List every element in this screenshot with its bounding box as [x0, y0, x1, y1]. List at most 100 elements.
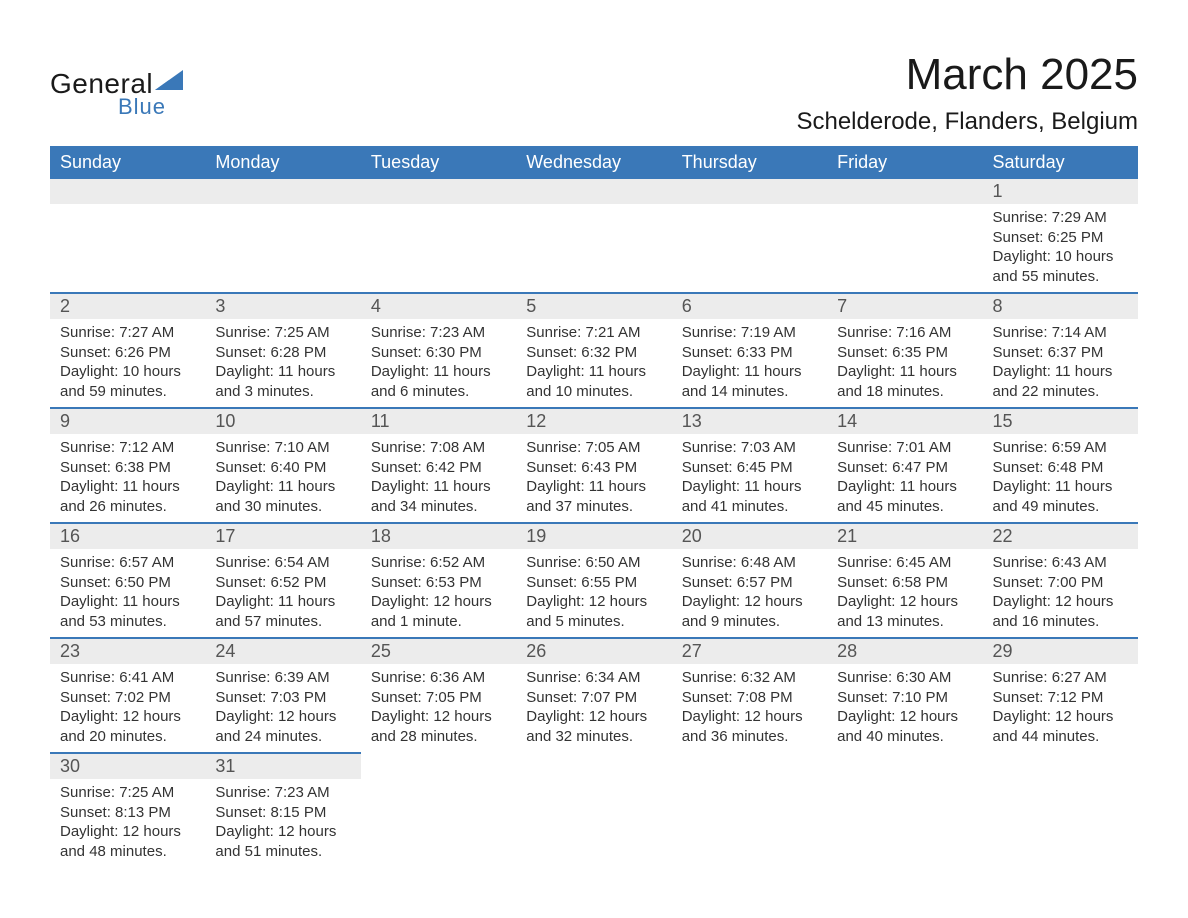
- daylight-line-1: Daylight: 12 hours: [60, 822, 195, 842]
- daylight-line-1: Daylight: 11 hours: [526, 477, 661, 497]
- weekday-header: Sunday: [50, 146, 205, 179]
- day-detail-text: Sunrise: 6:30 AMSunset: 7:10 PMDaylight:…: [827, 664, 982, 752]
- day-detail-cell: Sunrise: 7:25 AMSunset: 6:28 PMDaylight:…: [205, 319, 360, 408]
- day-number-cell: 13: [672, 408, 827, 434]
- day-number: 12: [516, 409, 671, 434]
- sunset-line: Sunset: 6:37 PM: [993, 343, 1128, 363]
- day-detail-text: Sunrise: 7:01 AMSunset: 6:47 PMDaylight:…: [827, 434, 982, 522]
- day-detail-cell: Sunrise: 7:29 AMSunset: 6:25 PMDaylight:…: [983, 204, 1138, 293]
- sunset-line: Sunset: 6:43 PM: [526, 458, 661, 478]
- sunrise-line: Sunrise: 7:08 AM: [371, 438, 506, 458]
- day-number-cell: 17: [205, 523, 360, 549]
- sunrise-line: Sunrise: 7:25 AM: [60, 783, 195, 803]
- day-number-cell: 27: [672, 638, 827, 664]
- calendar-detail-row: Sunrise: 7:29 AMSunset: 6:25 PMDaylight:…: [50, 204, 1138, 293]
- day-detail-text: [361, 779, 516, 799]
- daylight-line-2: and 55 minutes.: [993, 267, 1128, 287]
- weekday-header: Thursday: [672, 146, 827, 179]
- sunrise-line: Sunrise: 7:12 AM: [60, 438, 195, 458]
- sunrise-line: Sunrise: 7:03 AM: [682, 438, 817, 458]
- day-number: [827, 753, 982, 778]
- sunrise-line: Sunrise: 6:36 AM: [371, 668, 506, 688]
- daylight-line-1: Daylight: 11 hours: [682, 362, 817, 382]
- day-number-cell: [827, 753, 982, 779]
- day-detail-text: [983, 779, 1138, 799]
- day-number: 10: [205, 409, 360, 434]
- day-number: 18: [361, 524, 516, 549]
- daylight-line-1: Daylight: 11 hours: [60, 592, 195, 612]
- sunset-line: Sunset: 6:57 PM: [682, 573, 817, 593]
- daylight-line-2: and 37 minutes.: [526, 497, 661, 517]
- day-number: 30: [50, 754, 205, 779]
- day-number: 2: [50, 294, 205, 319]
- sunrise-line: Sunrise: 7:29 AM: [993, 208, 1128, 228]
- calendar-detail-row: Sunrise: 6:41 AMSunset: 7:02 PMDaylight:…: [50, 664, 1138, 753]
- day-detail-cell: [50, 204, 205, 293]
- day-number: [516, 179, 671, 204]
- daylight-line-2: and 20 minutes.: [60, 727, 195, 747]
- daylight-line-1: Daylight: 12 hours: [215, 822, 350, 842]
- day-detail-cell: Sunrise: 7:21 AMSunset: 6:32 PMDaylight:…: [516, 319, 671, 408]
- day-number: [672, 179, 827, 204]
- daylight-line-2: and 41 minutes.: [682, 497, 817, 517]
- day-number-cell: 12: [516, 408, 671, 434]
- daylight-line-2: and 9 minutes.: [682, 612, 817, 632]
- day-number-cell: 3: [205, 293, 360, 319]
- sunrise-line: Sunrise: 6:45 AM: [837, 553, 972, 573]
- day-detail-cell: Sunrise: 6:50 AMSunset: 6:55 PMDaylight:…: [516, 549, 671, 638]
- daylight-line-1: Daylight: 10 hours: [60, 362, 195, 382]
- day-detail-text: [50, 204, 205, 224]
- day-number-cell: 18: [361, 523, 516, 549]
- sunset-line: Sunset: 6:30 PM: [371, 343, 506, 363]
- day-detail-cell: [361, 779, 516, 867]
- day-detail-cell: Sunrise: 7:19 AMSunset: 6:33 PMDaylight:…: [672, 319, 827, 408]
- day-detail-cell: Sunrise: 6:32 AMSunset: 7:08 PMDaylight:…: [672, 664, 827, 753]
- day-detail-text: [672, 204, 827, 224]
- day-detail-cell: Sunrise: 6:43 AMSunset: 7:00 PMDaylight:…: [983, 549, 1138, 638]
- daylight-line-1: Daylight: 11 hours: [837, 477, 972, 497]
- sunrise-line: Sunrise: 7:16 AM: [837, 323, 972, 343]
- day-number-cell: 31: [205, 753, 360, 779]
- day-detail-cell: [672, 779, 827, 867]
- day-number: [827, 179, 982, 204]
- day-number-cell: 4: [361, 293, 516, 319]
- day-number-cell: 21: [827, 523, 982, 549]
- day-detail-text: Sunrise: 6:43 AMSunset: 7:00 PMDaylight:…: [983, 549, 1138, 637]
- sunrise-line: Sunrise: 7:19 AM: [682, 323, 817, 343]
- daylight-line-2: and 3 minutes.: [215, 382, 350, 402]
- day-detail-cell: [827, 204, 982, 293]
- daylight-line-2: and 53 minutes.: [60, 612, 195, 632]
- day-number: 11: [361, 409, 516, 434]
- sunset-line: Sunset: 6:32 PM: [526, 343, 661, 363]
- sunrise-line: Sunrise: 6:34 AM: [526, 668, 661, 688]
- day-detail-cell: Sunrise: 6:45 AMSunset: 6:58 PMDaylight:…: [827, 549, 982, 638]
- day-detail-cell: Sunrise: 6:59 AMSunset: 6:48 PMDaylight:…: [983, 434, 1138, 523]
- day-detail-text: Sunrise: 7:03 AMSunset: 6:45 PMDaylight:…: [672, 434, 827, 522]
- weekday-header: Tuesday: [361, 146, 516, 179]
- day-number-cell: 11: [361, 408, 516, 434]
- daylight-line-2: and 48 minutes.: [60, 842, 195, 862]
- day-detail-text: Sunrise: 6:48 AMSunset: 6:57 PMDaylight:…: [672, 549, 827, 637]
- sunset-line: Sunset: 6:53 PM: [371, 573, 506, 593]
- daylight-line-1: Daylight: 12 hours: [993, 592, 1128, 612]
- sunset-line: Sunset: 6:35 PM: [837, 343, 972, 363]
- calendar-daynum-row: 2345678: [50, 293, 1138, 319]
- weekday-header: Monday: [205, 146, 360, 179]
- daylight-line-1: Daylight: 11 hours: [371, 477, 506, 497]
- sunset-line: Sunset: 7:00 PM: [993, 573, 1128, 593]
- daylight-line-2: and 44 minutes.: [993, 727, 1128, 747]
- day-detail-text: [827, 204, 982, 224]
- daylight-line-2: and 28 minutes.: [371, 727, 506, 747]
- day-number: 16: [50, 524, 205, 549]
- day-number-cell: 24: [205, 638, 360, 664]
- day-detail-cell: Sunrise: 7:03 AMSunset: 6:45 PMDaylight:…: [672, 434, 827, 523]
- day-detail-text: Sunrise: 6:34 AMSunset: 7:07 PMDaylight:…: [516, 664, 671, 752]
- day-detail-text: Sunrise: 6:50 AMSunset: 6:55 PMDaylight:…: [516, 549, 671, 637]
- sunrise-line: Sunrise: 6:27 AM: [993, 668, 1128, 688]
- day-number: 29: [983, 639, 1138, 664]
- day-detail-text: Sunrise: 6:41 AMSunset: 7:02 PMDaylight:…: [50, 664, 205, 752]
- day-detail-cell: [361, 204, 516, 293]
- day-number-cell: 28: [827, 638, 982, 664]
- day-number-cell: 2: [50, 293, 205, 319]
- sunset-line: Sunset: 6:50 PM: [60, 573, 195, 593]
